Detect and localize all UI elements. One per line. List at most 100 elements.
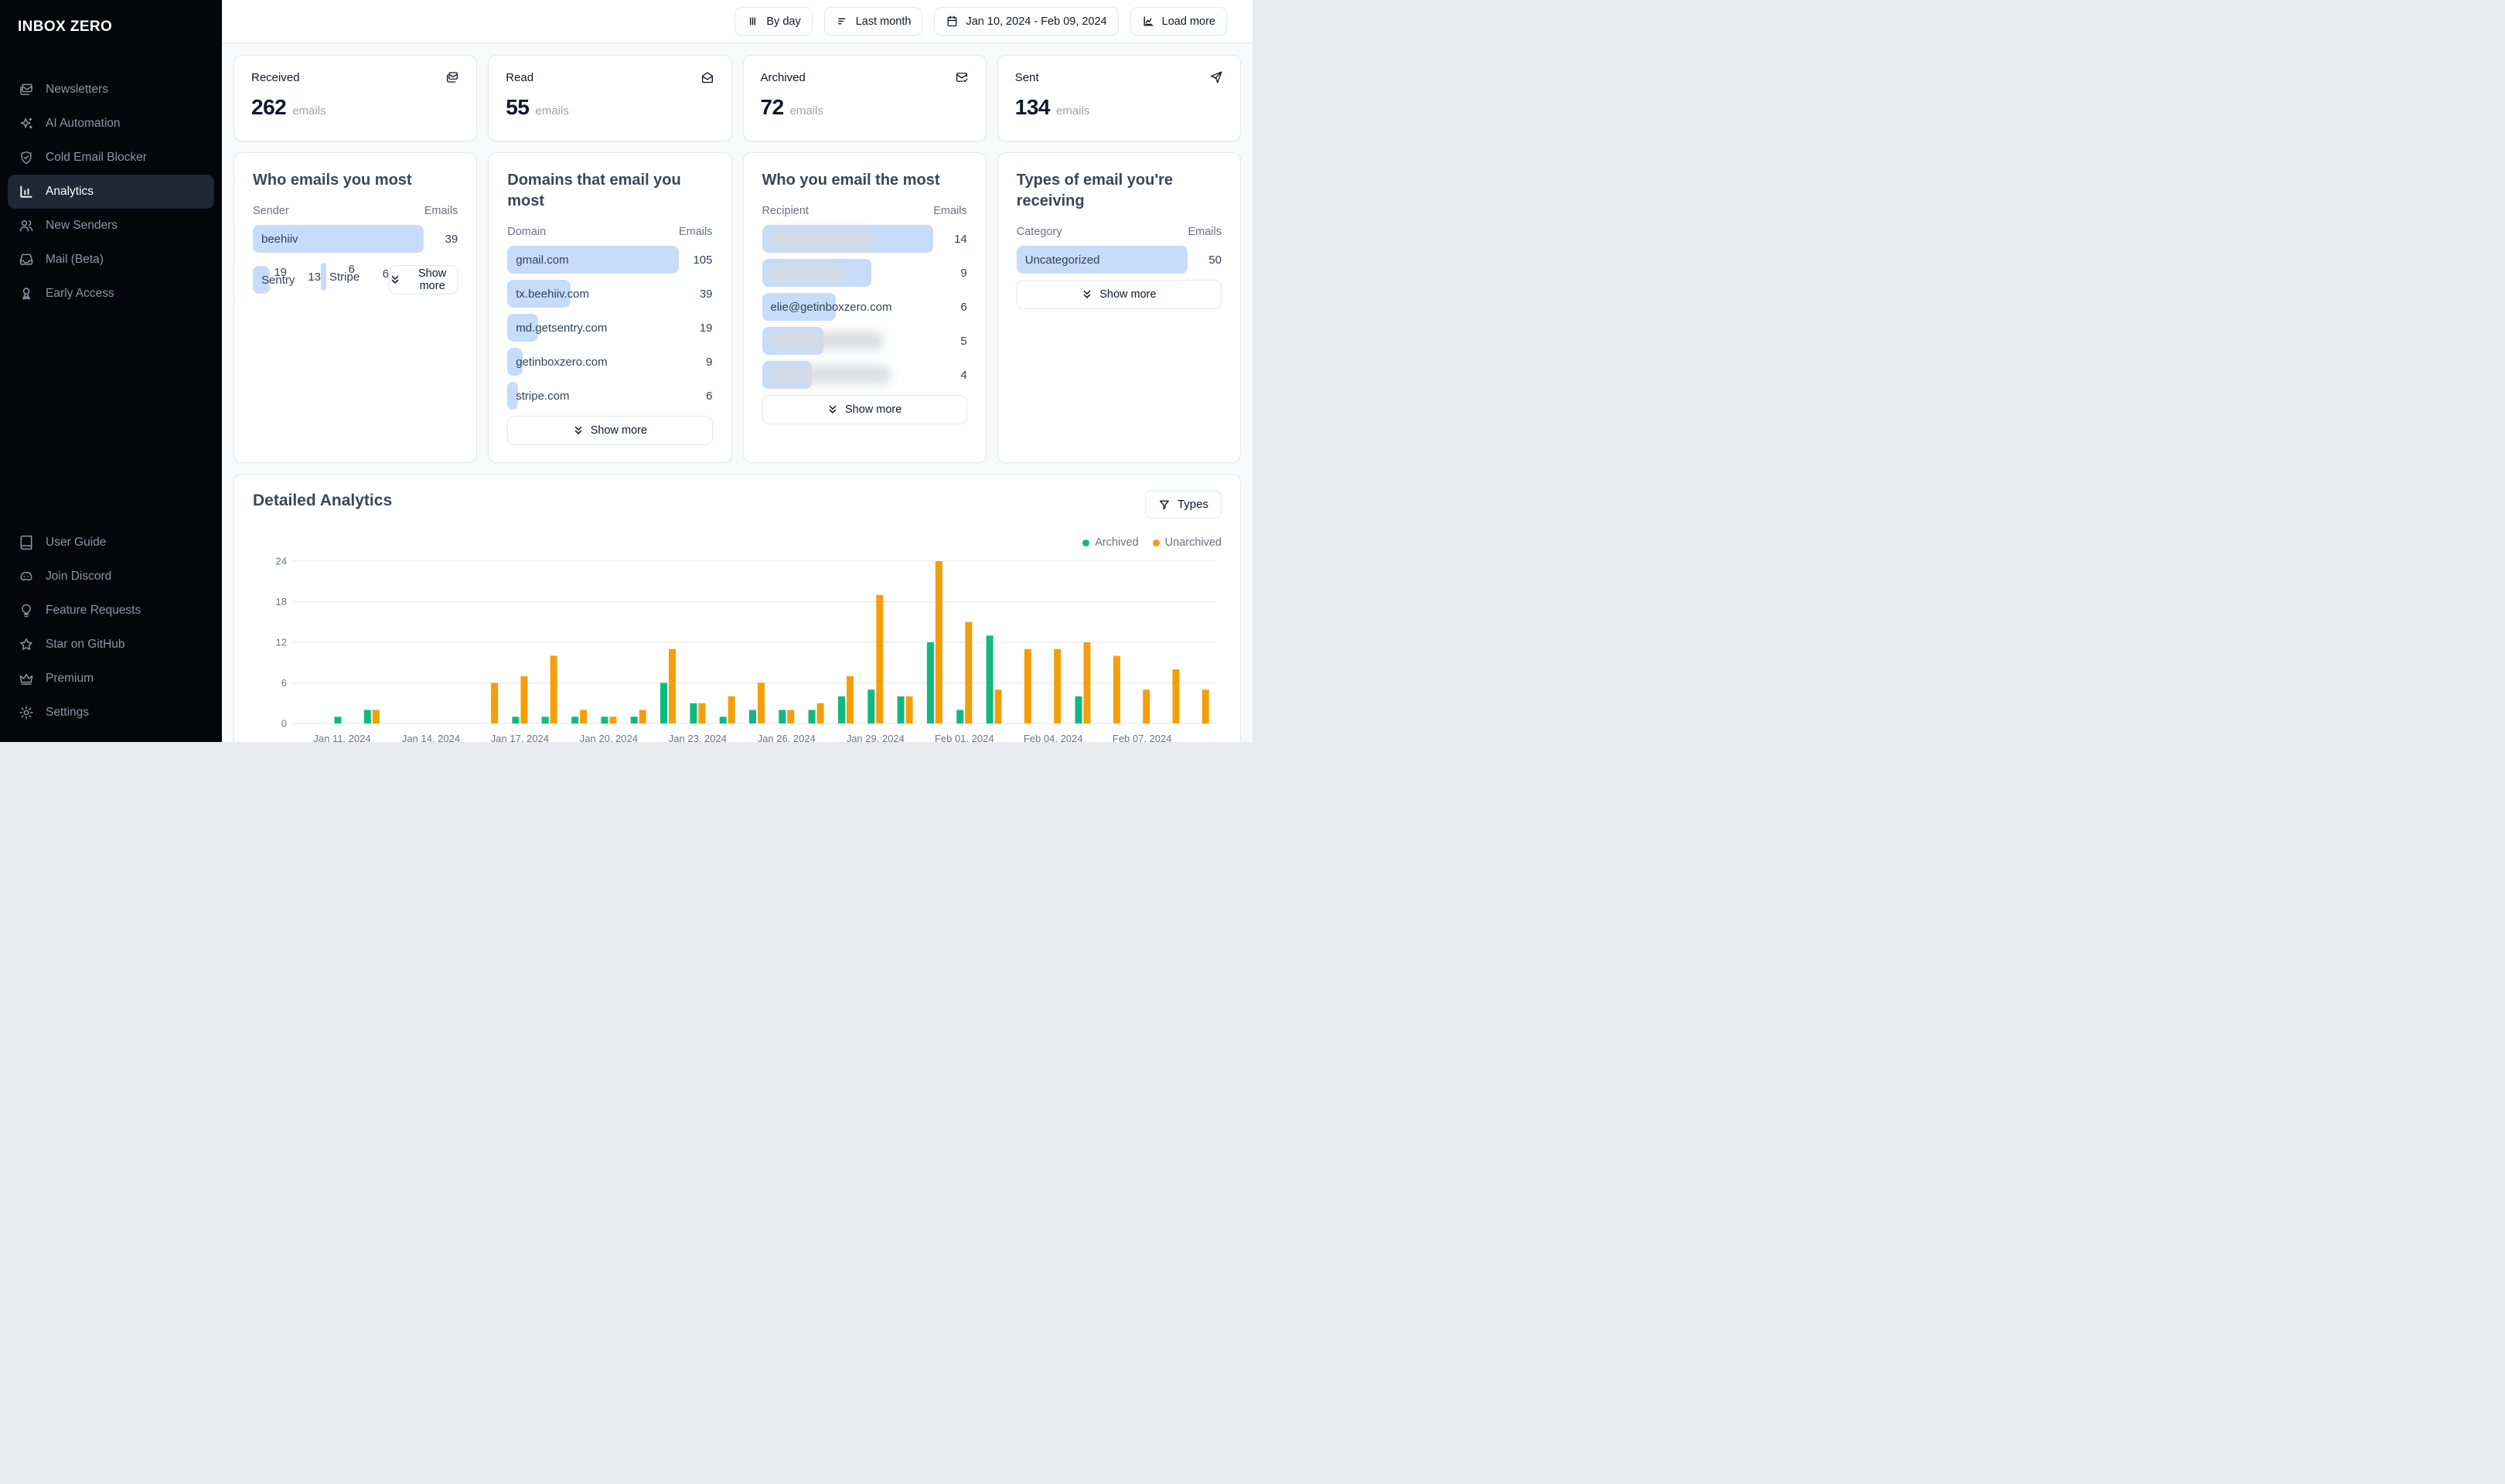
analytics-page: INBOX ZERO Newsletters AI Automation Cold … (0, 0, 1252, 742)
stats-row: Received 262 emails Read 55 emails Archi… (233, 55, 1241, 141)
sidebar-item-ai-automation[interactable]: AI Automation (8, 107, 214, 141)
show-more-button[interactable]: Show more (1016, 280, 1222, 309)
value-bar (507, 314, 539, 342)
sidebar: INBOX ZERO Newsletters AI Automation Cold … (0, 0, 222, 742)
column-header-left: Recipient (762, 205, 809, 217)
stat-title: Sent (1014, 70, 1039, 84)
bar-unarchived (994, 689, 1002, 724)
table-row: 9 (762, 259, 967, 287)
column-header-left: Sender (253, 205, 289, 217)
funnel-icon (1158, 499, 1171, 511)
bar-archived (867, 689, 875, 724)
panel-title: Who emails you most (253, 172, 412, 189)
panel-title: Types of email you're receiving (1016, 172, 1173, 209)
column-header-left: Domain (507, 226, 547, 238)
detailed-analytics-card: Detailed Analytics Types Archived Unarchi… (233, 474, 1241, 742)
column-header-right: Emails (933, 205, 967, 217)
x-tick-label: Feb 01, 2024 (935, 733, 994, 742)
sidebar-item-label: Newsletters (46, 83, 108, 96)
table-row: stripe.com 6 (507, 382, 713, 410)
x-tick-label: Jan 23, 2024 (669, 733, 727, 742)
bar-archived (334, 716, 342, 724)
bar-archived (779, 710, 786, 723)
bar-archived (986, 635, 993, 724)
crown-icon (19, 671, 34, 686)
sidebar-item-label: Feature Requests (46, 604, 141, 617)
row-value: 9 (706, 355, 713, 369)
table-row: 5 (762, 327, 967, 355)
sidebar-item-mail-beta[interactable]: Mail (Beta) (8, 243, 214, 277)
show-more-button[interactable]: Show more (762, 395, 967, 424)
bar-unarchived (816, 703, 824, 724)
panel-title: Domains that email you most (507, 172, 681, 209)
table-row: 4 (762, 361, 967, 389)
bar-archived (512, 716, 520, 724)
table-row: 14 (762, 225, 967, 253)
stat-value: 134 (1014, 95, 1051, 119)
row-value: 13 (308, 270, 321, 284)
bar-unarchived (491, 682, 499, 723)
bar-archived (601, 716, 608, 724)
bar-unarchived (1143, 689, 1150, 724)
y-tick-label: 18 (276, 596, 287, 608)
bar-archived (1075, 696, 1082, 723)
sidebar-item-premium[interactable]: Premium (8, 662, 214, 696)
discord-icon (19, 569, 34, 584)
sidebar-item-star-on-github[interactable]: Star on GitHub (8, 628, 214, 662)
show-more-button[interactable]: Show more (507, 416, 713, 445)
chart-svg: 0 6 12 18 24 Jan 11, 2024 Jan 14, 2024 Jan 17, … (276, 556, 1216, 742)
load-more-button[interactable]: Load more (1130, 7, 1227, 36)
row-label: md.getsentry.com (516, 321, 608, 335)
bar-unarchived (1201, 689, 1209, 724)
x-tick-label: Jan 14, 2024 (402, 733, 460, 742)
by-day-button[interactable]: By day (734, 7, 813, 36)
bar-archived (363, 710, 371, 723)
stat-unit: emails (292, 104, 326, 117)
app-logo: INBOX ZERO (18, 19, 113, 35)
sidebar-item-newsletters[interactable]: Newsletters (8, 73, 214, 107)
row-label: beehiiv (261, 232, 298, 246)
stat-unit: emails (1055, 104, 1090, 117)
panel-types-of-email-you-re-receiving: Types of email you're receiving Category… (997, 152, 1241, 463)
table-row: tx.beehiiv.com 39 (507, 280, 713, 308)
bar-unarchived (1083, 642, 1091, 723)
x-tick-label: Jan 11, 2024 (313, 733, 370, 742)
bar-archived (749, 710, 756, 723)
table-row: md.getsentry.com 19 (507, 314, 713, 342)
show-more-button[interactable]: Show more (389, 265, 458, 294)
bar-archived (838, 696, 845, 723)
sidebar-item-label: Cold Email Blocker (46, 151, 147, 164)
bar-unarchived (935, 561, 942, 723)
column-header-right: Emails (1188, 226, 1222, 238)
stat-title: Archived (760, 70, 806, 84)
bar-archived (926, 642, 934, 723)
table-row: beehiiv 39 (253, 225, 458, 253)
value-bar (1016, 246, 1188, 274)
jan-10-2024-feb-09-2024-button[interactable]: Jan 10, 2024 - Feb 09, 2024 (934, 7, 1119, 36)
sidebar-item-label: Star on GitHub (46, 638, 125, 651)
chevrons-down-icon (1082, 289, 1092, 300)
last-month-button[interactable]: Last month (823, 7, 923, 36)
x-tick-label: Jan 20, 2024 (580, 733, 638, 742)
sidebar-item-cold-email-blocker[interactable]: Cold Email Blocker (8, 141, 214, 175)
sidebar-item-join-discord[interactable]: Join Discord (8, 560, 214, 594)
value-bar (507, 246, 679, 274)
sidebar-item-early-access[interactable]: Early Access (8, 277, 214, 311)
sidebar-item-settings[interactable]: Settings (8, 696, 214, 730)
types-filter-button[interactable]: Types (1144, 490, 1222, 519)
sidebar-item-analytics[interactable]: Analytics (8, 175, 214, 209)
list-filter-icon (836, 15, 849, 28)
sidebar-item-new-senders[interactable]: New Senders (8, 209, 214, 243)
topbar: By day Last month Jan 10, 2024 - Feb 09, 2… (222, 0, 1252, 43)
row-value: 14 (954, 232, 967, 246)
sidebar-footer-nav: User Guide Join Discord Feature Requests St… (0, 526, 222, 742)
sidebar-item-feature-requests[interactable]: Feature Requests (8, 594, 214, 628)
sidebar-item-label: Premium (46, 672, 94, 685)
sidebar-nav: Newsletters AI Automation Cold Email Block… (0, 73, 222, 311)
sidebar-item-user-guide[interactable]: User Guide (8, 526, 214, 560)
ribbon-icon (19, 286, 34, 301)
y-tick-label: 24 (276, 556, 287, 567)
panel-who-emails-you-most: Who emails you most Sender Emails beehii… (233, 152, 478, 463)
mail-open-icon (700, 70, 714, 84)
bar-archived (690, 703, 697, 724)
